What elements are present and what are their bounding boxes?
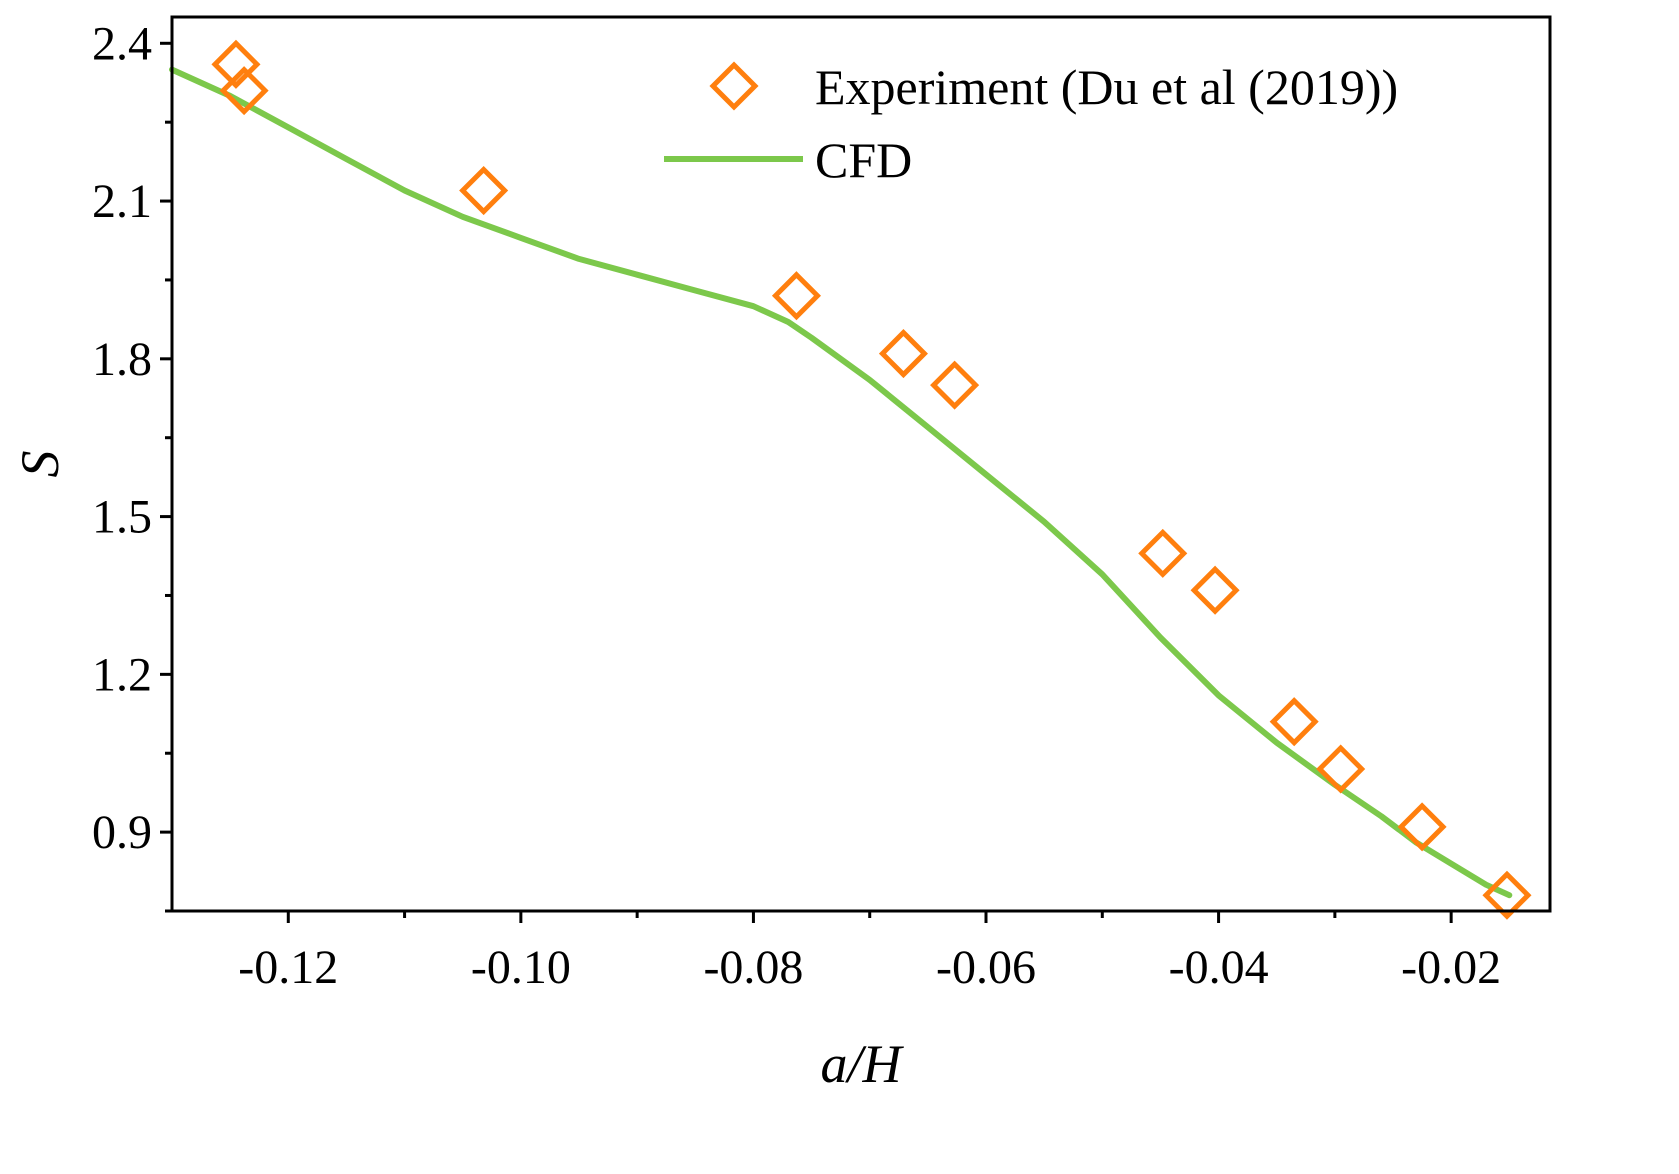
- experiment-point: [771, 271, 821, 321]
- experiment-point: [219, 66, 269, 116]
- experiment-point: [930, 360, 980, 410]
- experiment-point: [878, 329, 928, 379]
- x-tick-label: -0.04: [1169, 941, 1269, 994]
- y-tick-label: 1.2: [92, 648, 152, 701]
- x-tick-label: -0.02: [1401, 941, 1501, 994]
- cfd-series: [169, 66, 1513, 899]
- experiment-point: [1482, 870, 1532, 920]
- y-axis-label: S: [10, 451, 70, 478]
- legend-experiment-label: Experiment (Du et al (2019)): [815, 59, 1398, 115]
- y-tick-labels: 0.9 1.2 1.5 1.8 2.1 2.4: [92, 17, 152, 859]
- experiment-point: [211, 39, 261, 89]
- x-axis-label: a/H: [821, 1034, 905, 1094]
- y-tick-label: 2.4: [92, 17, 152, 70]
- experiment-point: [1138, 528, 1188, 578]
- x-tick-label: -0.10: [471, 941, 571, 994]
- x-tick-labels: -0.12 -0.10 -0.08 -0.06 -0.04 -0.02: [238, 941, 1501, 994]
- plot-frame: [170, 15, 1552, 913]
- experiment-point: [1316, 744, 1366, 794]
- x-tick-label: -0.12: [238, 941, 338, 994]
- experiment-point: [1397, 802, 1447, 852]
- experiment-point: [459, 166, 509, 216]
- x-tick-label: -0.08: [703, 941, 803, 994]
- legend-experiment-marker: [709, 61, 759, 111]
- experiment-point: [1190, 565, 1240, 615]
- y-tick-label: 1.5: [92, 491, 152, 544]
- y-tick-label: 0.9: [92, 806, 152, 859]
- legend: Experiment (Du et al (2019)) CFD: [664, 59, 1398, 188]
- legend-cfd-label: CFD: [815, 132, 912, 188]
- experiment-series: [211, 39, 1532, 920]
- y-tick-label: 2.1: [92, 175, 152, 228]
- cfd-line: [169, 66, 1513, 899]
- y-tick-label: 1.8: [92, 333, 152, 386]
- x-tick-label: -0.06: [936, 941, 1036, 994]
- experiment-point: [1269, 697, 1319, 747]
- legend-diamond: [709, 61, 759, 111]
- ticks-layer: [160, 41, 1453, 923]
